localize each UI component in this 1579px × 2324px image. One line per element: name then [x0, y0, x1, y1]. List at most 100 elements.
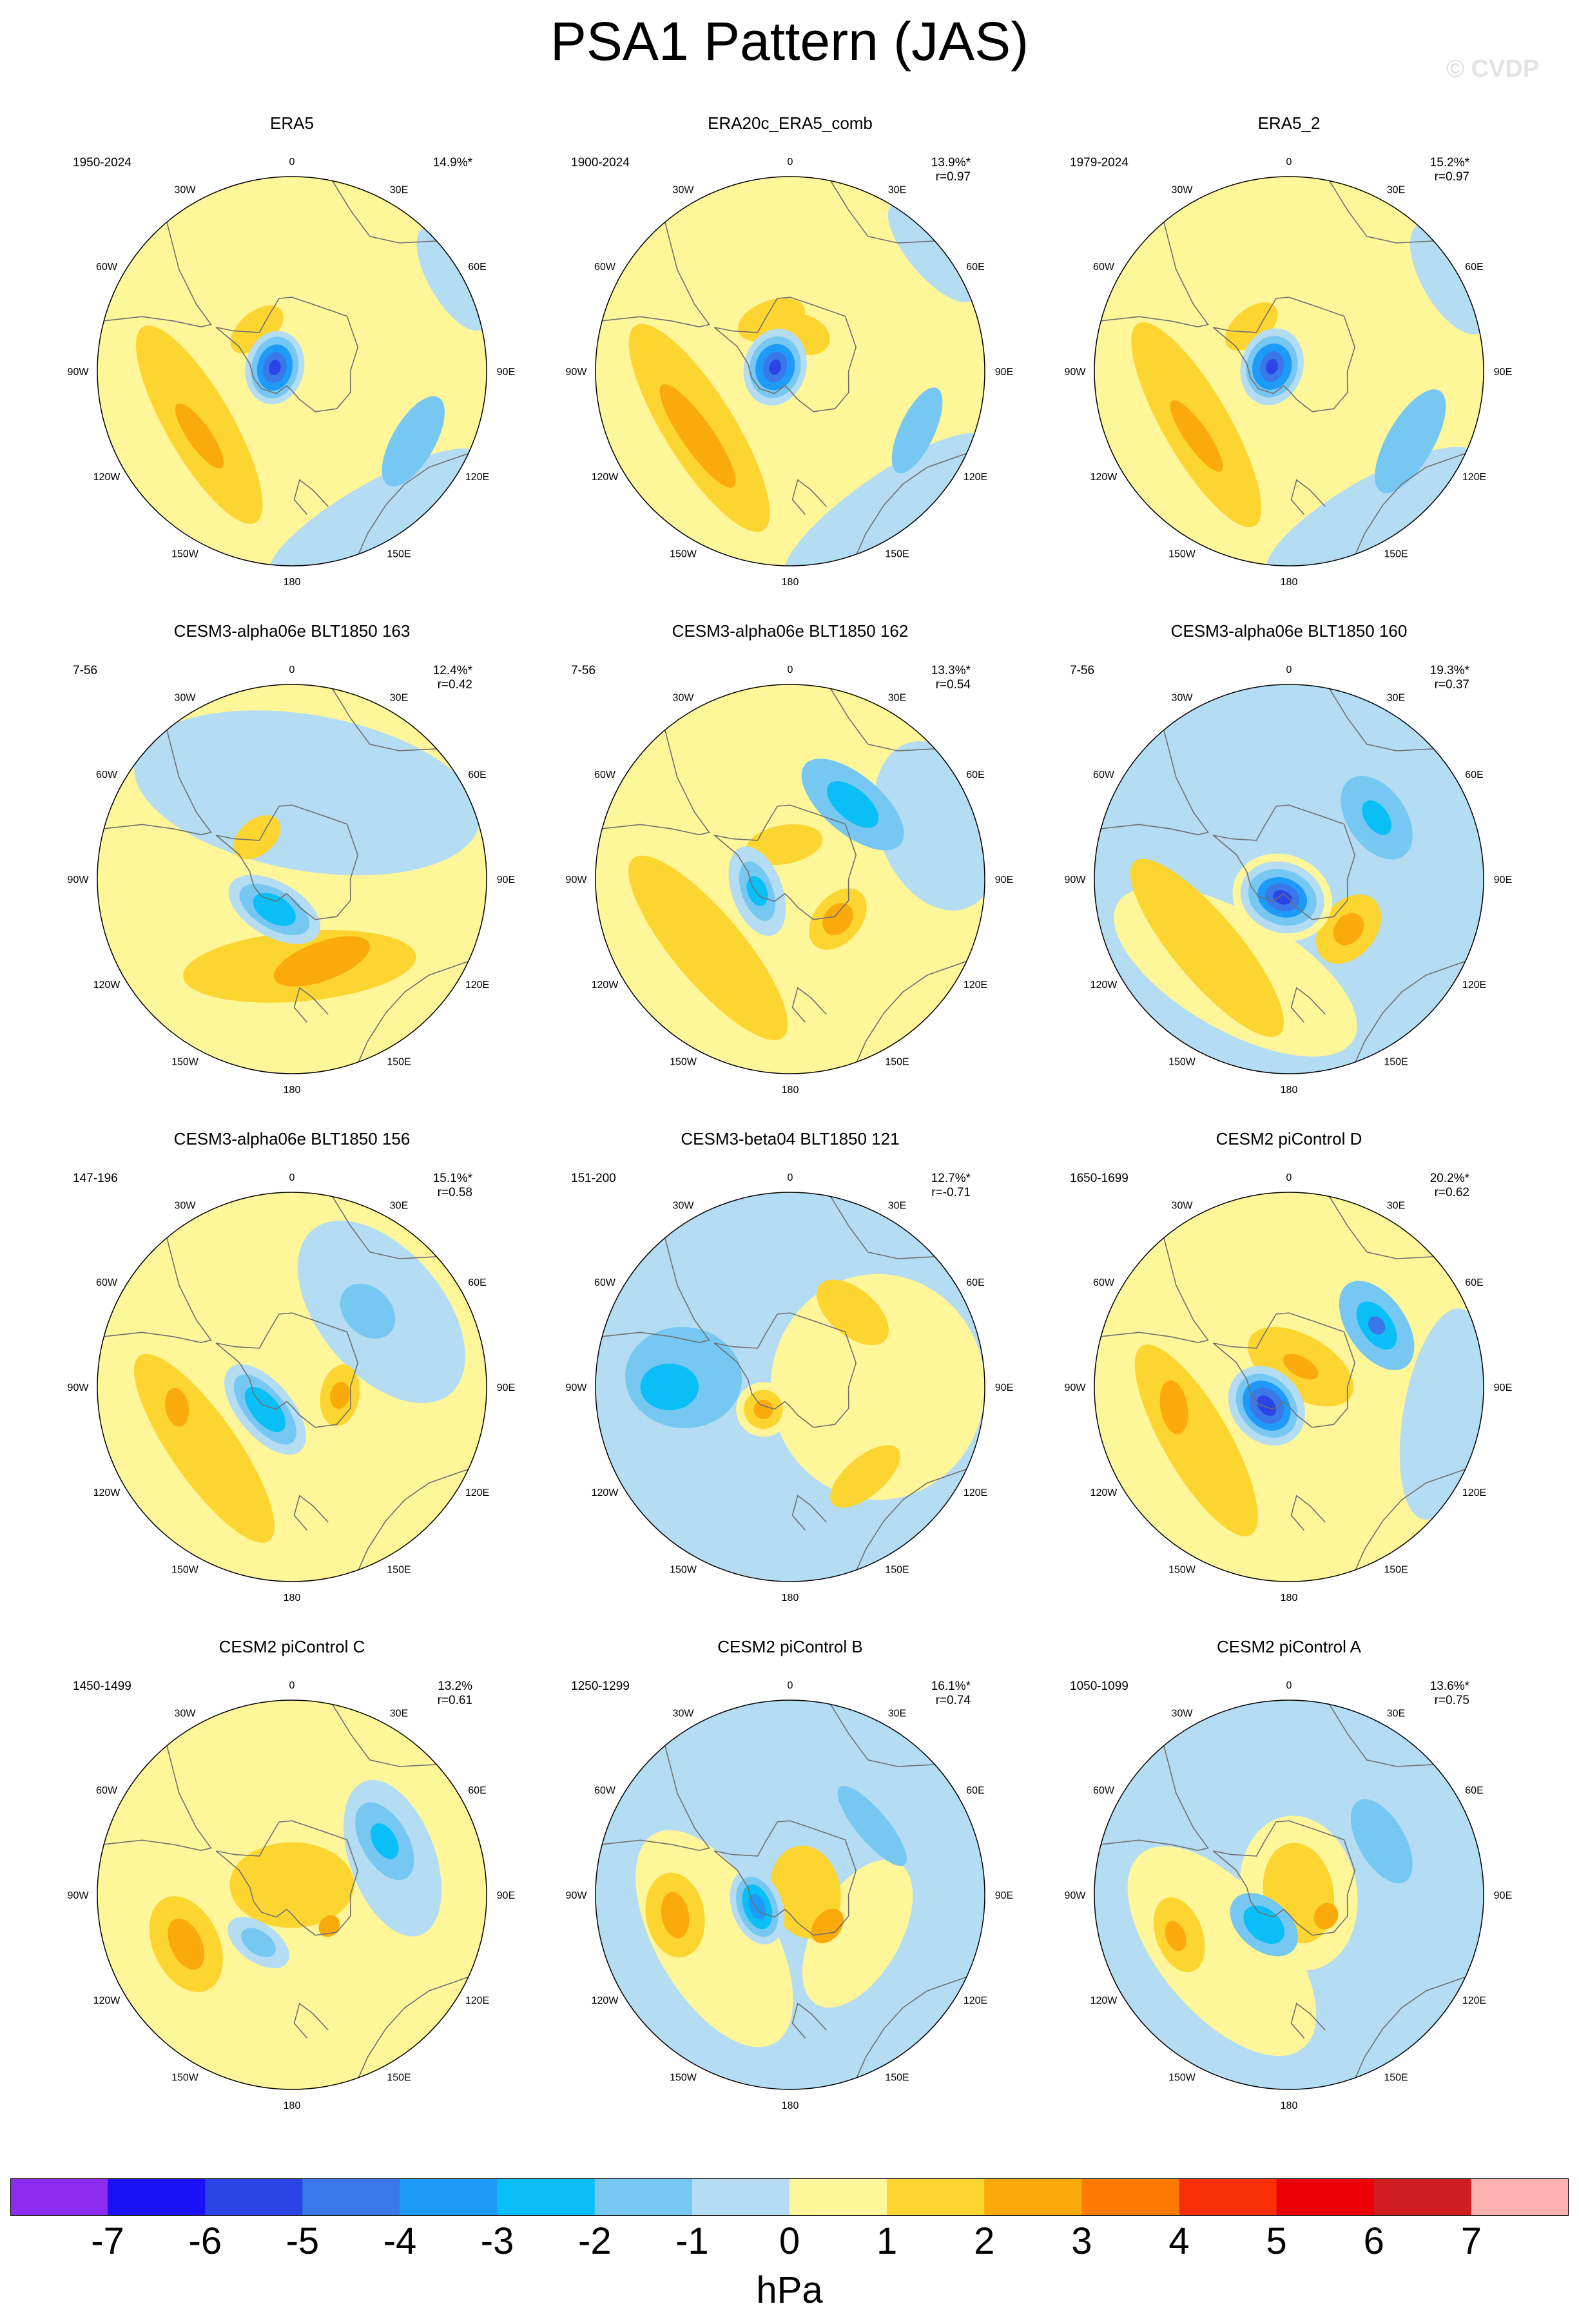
- pressure-anomaly-contour: [640, 1363, 699, 1411]
- south-america-coastline: [104, 730, 212, 836]
- pressure-anomaly-contour: [784, 432, 985, 566]
- map-border: [97, 1699, 487, 2090]
- new-zealand-coastline: [791, 479, 827, 515]
- longitude-label: 30E: [1387, 693, 1405, 704]
- pressure-anomaly-contour: [753, 1399, 773, 1420]
- longitude-label: 150W: [1168, 548, 1196, 559]
- colorbar-tick-label: -4: [383, 2220, 417, 2262]
- longitude-label: 180: [284, 577, 301, 588]
- south-america-coastline: [1101, 1745, 1209, 1852]
- new-zealand-coastline: [1290, 987, 1326, 1023]
- panel-period: 7-56: [73, 664, 98, 677]
- longitude-label: 150E: [1384, 2072, 1408, 2083]
- new-zealand-coastline: [1290, 2002, 1326, 2038]
- panel-variance-explained: 20.2%*: [1429, 1172, 1469, 1185]
- longitude-label: 90E: [497, 1382, 515, 1393]
- colorbar-swatch: [1471, 2178, 1569, 2216]
- longitude-label: 120E: [964, 1487, 987, 1498]
- longitude-label: 150W: [670, 548, 697, 559]
- longitude-label: 0: [1286, 664, 1292, 675]
- pressure-anomaly-contour: [770, 1273, 985, 1500]
- longitude-label: 120E: [465, 1487, 489, 1498]
- panel-variance-explained: 19.3%*: [1429, 664, 1469, 677]
- pressure-anomaly-contour: [330, 1382, 350, 1409]
- pressure-anomaly-contour: [1243, 1905, 1284, 1944]
- colorbar-swatch: [1081, 2178, 1180, 2216]
- longitude-label: 150E: [885, 2072, 909, 2083]
- longitude-label: 120W: [1090, 472, 1118, 483]
- colorbar-swatch: [1179, 2178, 1277, 2216]
- longitude-label: 180: [782, 1593, 799, 1603]
- map-panel: ERA5 1950-2024 14.9%* 0 30E 60E 90E 120E 150E 180…: [47, 113, 537, 588]
- longitude-label: 60E: [966, 1277, 984, 1288]
- panel-variance-explained: 16.1%*: [931, 1680, 971, 1693]
- pressure-anomaly-contour: [253, 893, 296, 926]
- antarctica-coastline: [1212, 804, 1356, 920]
- map-border: [595, 1192, 985, 1582]
- longitude-label: 60W: [594, 262, 616, 273]
- panel-variance-explained: 15.2%*: [1429, 156, 1469, 169]
- panel-pattern-correlation: r=-0.71: [931, 1186, 971, 1199]
- pressure-anomaly-contour: [165, 1388, 189, 1427]
- pressure-anomaly-contour: [371, 1823, 399, 1859]
- longitude-label: 30W: [673, 1709, 695, 1719]
- colorbar-tick-label: 3: [1071, 2220, 1092, 2262]
- colorbar-swatch: [692, 2178, 790, 2216]
- longitude-label: 150W: [171, 2072, 199, 2083]
- pressure-anomaly-contour: [887, 202, 976, 303]
- cvdp-watermark: © CVDP: [1446, 55, 1540, 82]
- longitude-label: 30E: [390, 693, 408, 704]
- longitude-label: 150E: [1384, 1056, 1408, 1067]
- panel-pattern-correlation: r=0.58: [437, 1186, 472, 1199]
- colorbar-outline: [10, 2178, 1569, 2216]
- longitude-label: 60W: [1093, 1277, 1115, 1288]
- pressure-anomaly-contour: [229, 1842, 354, 1928]
- colorbar-tick-label: -6: [188, 2220, 222, 2262]
- longitude-label: 90W: [566, 1890, 588, 1901]
- pressure-anomaly-contour: [1368, 1316, 1386, 1335]
- longitude-label: 30W: [673, 693, 695, 704]
- antarctica-coastline: [713, 804, 857, 920]
- map-panel: ERA5_2 1979-2024 15.2%* r=0.97 0 30E 60E 90E 120…: [1044, 113, 1534, 588]
- pressure-anomaly-contour: [244, 1386, 286, 1433]
- longitude-label: 30W: [673, 185, 695, 196]
- longitude-label: 150W: [1168, 1564, 1196, 1575]
- longitude-label: 60W: [96, 262, 118, 273]
- antarctica-coastline: [215, 1820, 359, 1936]
- colorbar-swatch: [887, 2178, 985, 2216]
- map-panel: CESM2 piControl C 1450-1499 13.2% r=0.61 0 30…: [47, 1637, 537, 2111]
- pressure-anomaly-contour: [659, 384, 736, 488]
- map-panel: CESM3-alpha06e BLT1850 163 7-56 12.4%* r=0.…: [47, 621, 537, 1096]
- colorbar-swatch: [790, 2178, 887, 2216]
- africa-coastline: [830, 688, 935, 751]
- colorbar-tick-label: -5: [286, 2220, 320, 2262]
- colorbar-tick-labels: -7 -6 -5 -4 -3 -2 -1 0 1 2 3 4 5 6 7: [0, 2221, 1579, 2266]
- longitude-label: 30W: [1172, 1201, 1194, 1212]
- panel-period: 1050-1099: [1070, 1680, 1129, 1693]
- colorbar-tick-label: 2: [974, 2220, 995, 2262]
- australia-coastline: [358, 452, 469, 555]
- colorbar-tick-label: -2: [578, 2220, 612, 2262]
- longitude-label: 60E: [468, 262, 486, 273]
- longitude-label: 120W: [93, 980, 121, 991]
- map-border: [97, 176, 487, 566]
- south-america-coastline: [602, 730, 710, 836]
- pressure-anomaly-contour: [1350, 1799, 1413, 1884]
- africa-coastline: [332, 1196, 437, 1259]
- pressure-anomaly-contour: [382, 396, 445, 487]
- longitude-label: 90W: [68, 875, 90, 886]
- longitude-label: 0: [289, 1172, 295, 1183]
- south-america-coastline: [602, 1237, 710, 1344]
- new-zealand-coastline: [293, 479, 329, 515]
- panel-period: 151-200: [571, 1172, 616, 1185]
- longitude-label: 0: [788, 664, 793, 675]
- pressure-anomaly-contour: [269, 448, 481, 566]
- longitude-label: 0: [788, 1172, 793, 1183]
- new-zealand-coastline: [791, 1495, 827, 1531]
- antarctica-coastline: [713, 1312, 857, 1428]
- antarctica-coastline: [1212, 1820, 1356, 1936]
- polar-map: 0 30E 60E 90E 120E 150E 180 150W 120W 90W 60W 30W: [1065, 1172, 1513, 1603]
- longitude-label: 90E: [1494, 1382, 1512, 1393]
- longitude-label: 120E: [964, 472, 987, 483]
- map-panel: CESM2 piControl B 1250-1299 16.1%* r=0.74 0 3…: [545, 1637, 1035, 2111]
